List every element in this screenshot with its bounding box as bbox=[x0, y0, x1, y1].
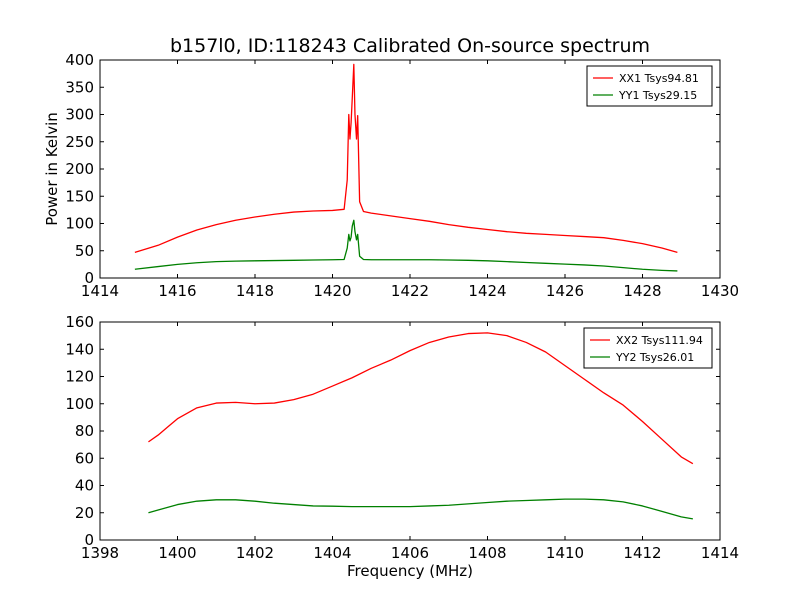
y-tick-label: 40 bbox=[75, 477, 94, 495]
x-tick-label: 1422 bbox=[391, 282, 429, 300]
legend-box bbox=[583, 327, 713, 369]
y-tick-label: 100 bbox=[65, 215, 94, 233]
x-tick-label: 1410 bbox=[546, 544, 584, 562]
x-tick-label: 1408 bbox=[468, 544, 506, 562]
y-tick-label: 50 bbox=[75, 242, 94, 260]
y-tick-label: 80 bbox=[75, 422, 94, 440]
y-tick-label: 350 bbox=[65, 78, 94, 96]
x-tick-label: 1404 bbox=[313, 544, 351, 562]
x-tick-label: 1412 bbox=[623, 544, 661, 562]
y-tick-label: 60 bbox=[75, 449, 94, 467]
x-tick-label: 1416 bbox=[158, 282, 196, 300]
legend-label-2: YY2 Tsys26.01 bbox=[615, 351, 694, 364]
x-tick-label: 1424 bbox=[468, 282, 506, 300]
x-tick-label: 1428 bbox=[623, 282, 661, 300]
series-line-1 bbox=[148, 332, 694, 465]
series-group bbox=[148, 332, 694, 520]
x-tick-label: 1430 bbox=[701, 282, 739, 300]
y-tick-label: 250 bbox=[65, 133, 94, 151]
chart-title: b157l0, ID:118243 Calibrated On-source s… bbox=[170, 35, 650, 57]
y-tick-label: 140 bbox=[65, 340, 94, 358]
y-tick-label: 0 bbox=[84, 269, 94, 287]
legend: XX2 Tsys111.94 YY2 Tsys26.01 bbox=[583, 327, 713, 369]
y-tick-label: 200 bbox=[65, 160, 94, 178]
x-axis-label: Frequency (MHz) bbox=[347, 562, 473, 580]
x-tick-label: 1420 bbox=[313, 282, 351, 300]
y-tick-label: 0 bbox=[84, 531, 94, 549]
top-panel: 1414 1416 1418 1420 1422 1424 1426 1428 1430 0 50 1… bbox=[65, 51, 739, 300]
y-tick-label: 160 bbox=[65, 313, 94, 331]
legend-label-1: XX1 Tsys94.81 bbox=[619, 72, 699, 85]
y-axis-label: Power in Kelvin bbox=[43, 112, 61, 226]
y-tick-label: 300 bbox=[65, 106, 94, 124]
series-group bbox=[134, 63, 678, 272]
x-tick-label: 1406 bbox=[391, 544, 429, 562]
y-tick-label: 100 bbox=[65, 395, 94, 413]
legend-box bbox=[586, 65, 713, 107]
legend-label-1: XX2 Tsys111.94 bbox=[616, 334, 703, 347]
y-tick-label: 400 bbox=[65, 51, 94, 69]
y-tick-label: 20 bbox=[75, 504, 94, 522]
series-line-2 bbox=[134, 219, 678, 272]
y-tick-label: 150 bbox=[65, 187, 94, 205]
legend-label-2: YY1 Tsys29.15 bbox=[618, 89, 697, 102]
x-tick-label: 1414 bbox=[81, 282, 119, 300]
bottom-panel: 1398 1400 1402 1404 1406 1408 1410 1412 1414 0 20 4… bbox=[65, 313, 739, 562]
x-tick-label: 1402 bbox=[236, 544, 274, 562]
x-tick-label: 1426 bbox=[546, 282, 584, 300]
series-line-2 bbox=[148, 498, 693, 520]
x-tick-label: 1418 bbox=[236, 282, 274, 300]
x-tick-label: 1400 bbox=[158, 544, 196, 562]
legend: XX1 Tsys94.81 YY1 Tsys29.15 bbox=[586, 65, 713, 107]
y-tick-label: 120 bbox=[65, 368, 94, 386]
series-line-1 bbox=[134, 63, 678, 254]
x-tick-label: 1414 bbox=[701, 544, 739, 562]
x-tick-label: 1398 bbox=[81, 544, 119, 562]
